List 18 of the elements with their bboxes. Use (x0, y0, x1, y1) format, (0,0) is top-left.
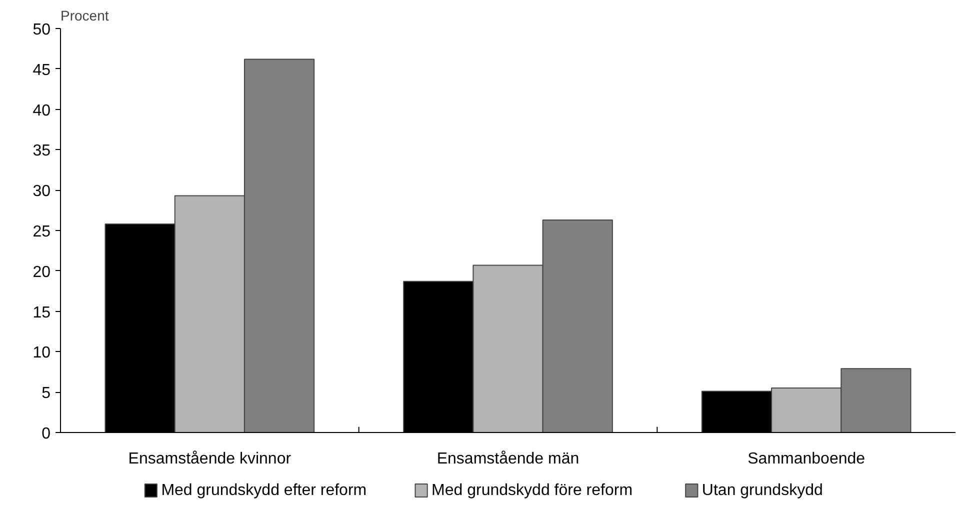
y-tick-label: 35 (32, 142, 51, 160)
y-tick-label: 45 (32, 62, 51, 79)
x-tick-label: Sammanboende (748, 450, 866, 468)
y-tick-label: 0 (42, 426, 51, 442)
x-tick-label: Ensamstående män (436, 450, 580, 468)
y-tick-label: 10 (32, 344, 51, 362)
legend-label: Med grundskydd efter reform (161, 482, 367, 499)
y-tick-label: 30 (32, 183, 51, 200)
y-tick-label: 40 (32, 102, 51, 120)
y-tick-label: 50 (32, 22, 51, 38)
y-tick-label: 5 (42, 385, 51, 402)
x-tick-label: Ensamstående kvinnor (128, 450, 292, 468)
y-tick-label: 25 (32, 224, 51, 240)
y-axis-title: Procent (60, 8, 109, 24)
legend-label: Med grundskydd före reform (432, 482, 633, 499)
y-tick-label: 20 (32, 264, 51, 281)
y-tick-label: 15 (32, 304, 51, 322)
legend-label: Utan grundskydd (702, 482, 823, 499)
